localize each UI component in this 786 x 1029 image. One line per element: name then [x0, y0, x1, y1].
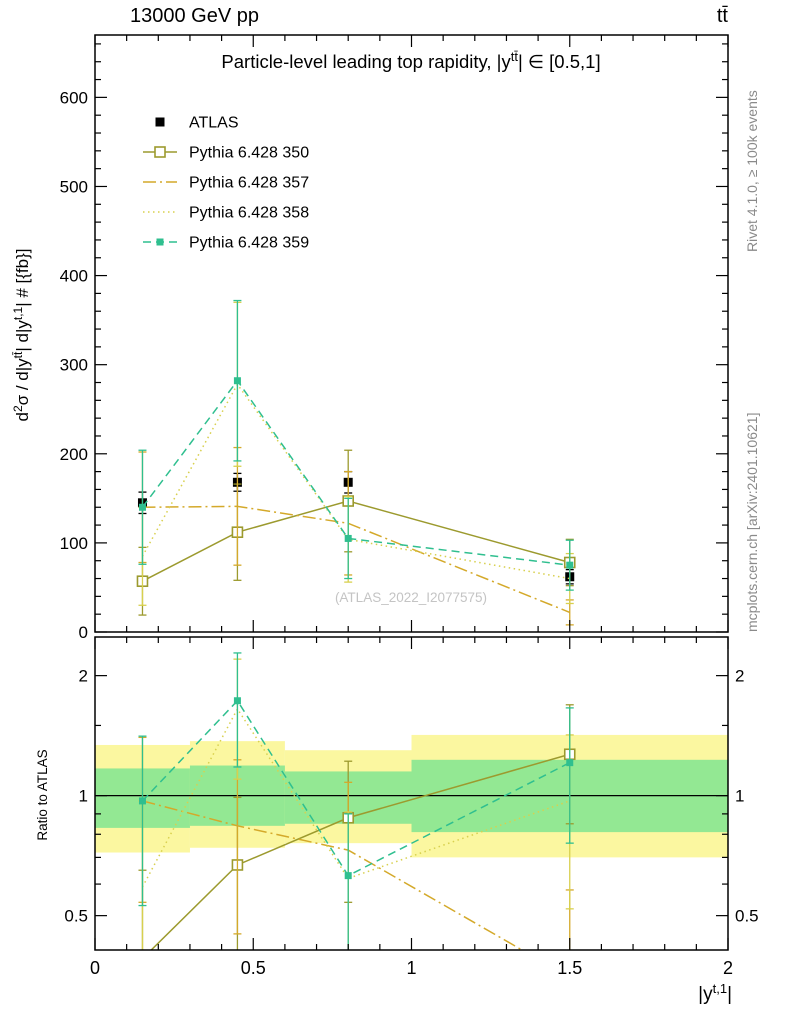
- data-point-marker: [566, 561, 574, 569]
- legend-item-pythia-6-428-358: Pythia 6.428 358: [143, 205, 309, 222]
- axis-tick-label: 0: [79, 623, 88, 642]
- axis-tick-label: 1: [406, 958, 416, 978]
- series-line: [142, 500, 570, 582]
- series-line: [141, 382, 570, 580]
- legend-marker-sample: [156, 238, 164, 246]
- legend-label: ATLAS: [189, 115, 239, 132]
- data-point-marker: [566, 759, 574, 767]
- legend-label: Pythia 6.428 350: [189, 145, 309, 162]
- series-pythia-6-428-359: [138, 652, 574, 950]
- axis-tick-label: 400: [60, 267, 88, 286]
- header-process-label: tt̄: [717, 5, 729, 27]
- series-atlas: [137, 470, 575, 585]
- series-line: [141, 699, 571, 877]
- axis-tick-label: 1: [735, 787, 744, 806]
- x-axis-label: |yt,1|: [698, 981, 732, 1005]
- axis-tick-label: 0.5: [241, 958, 266, 978]
- axes: 0 100 200 300 400 500 600 0.5 0.5 1 1 2 2 0 0.5 1 1.5 2: [60, 34, 759, 978]
- series-line: [142, 800, 524, 950]
- axis-tick-label: 300: [60, 356, 88, 375]
- legend-label: Pythia 6.428 359: [189, 235, 309, 252]
- axis-tick-label: 2: [735, 667, 744, 686]
- main-y-axis-label: d2σ / d|ytt̄| d|yt,1| # [{fb}]: [11, 248, 32, 421]
- rivet-version-note: Rivet 4.1.0, ≥ 100k events: [744, 90, 760, 252]
- axis-tick-label: 2: [79, 667, 88, 686]
- main-panel: [136, 299, 576, 626]
- data-point-marker: [138, 797, 146, 805]
- plot-title: Particle-level leading top rapidity, |yt…: [221, 49, 600, 72]
- legend-marker-sample: [155, 117, 165, 127]
- axis-tick-label: 0.5: [735, 907, 759, 926]
- data-point-marker: [344, 872, 352, 880]
- legend-item-atlas: ATLAS: [155, 115, 239, 132]
- series-line: [141, 379, 570, 566]
- series-pythia-6-428-358: [138, 301, 574, 606]
- legend-label: Pythia 6.428 357: [189, 175, 309, 192]
- legend-item-pythia-6-428-350: Pythia 6.428 350: [143, 145, 309, 162]
- legend-item-pythia-6-428-359: Pythia 6.428 359: [143, 235, 309, 252]
- axis-tick-label: 500: [60, 177, 88, 196]
- series-line: [142, 505, 571, 614]
- axis-tick-label: 1: [79, 787, 88, 806]
- axis-tick-label: 100: [60, 534, 88, 553]
- axis-tick-label: 600: [60, 88, 88, 107]
- legend: ATLAS Pythia 6.428 350 Pythia 6.428 357 Pyt…: [143, 115, 309, 252]
- data-point-marker: [233, 377, 241, 385]
- axis-tick-label: 0: [90, 958, 100, 978]
- axis-tick-label: 2: [723, 958, 733, 978]
- legend-item-pythia-6-428-357: Pythia 6.428 357: [143, 175, 309, 192]
- mcplots-arxiv-note: mcplots.cern.ch [arXiv:2401.10621]: [744, 413, 760, 632]
- legend-marker-sample: [154, 146, 166, 158]
- data-point-marker: [137, 954, 147, 964]
- data-point-marker: [233, 697, 241, 705]
- axis-tick-label: 0.5: [64, 907, 88, 926]
- ratio-y-axis-label: Ratio to ATLAS: [35, 749, 50, 840]
- data-point-marker: [138, 503, 146, 511]
- axis-tick-label: 1.5: [557, 958, 582, 978]
- data-point-marker: [344, 534, 352, 542]
- series-pythia-6-428-359: [138, 299, 574, 591]
- watermark-analysis-id: (ATLAS_2022_I2077575): [335, 590, 487, 605]
- legend-label: Pythia 6.428 358: [189, 205, 309, 222]
- series-line: [141, 707, 570, 888]
- series-line: [150, 753, 570, 950]
- header-energy-label: 13000 GeV pp: [130, 5, 259, 27]
- ratio-panel: [95, 652, 728, 964]
- axis-tick-label: 200: [60, 445, 88, 464]
